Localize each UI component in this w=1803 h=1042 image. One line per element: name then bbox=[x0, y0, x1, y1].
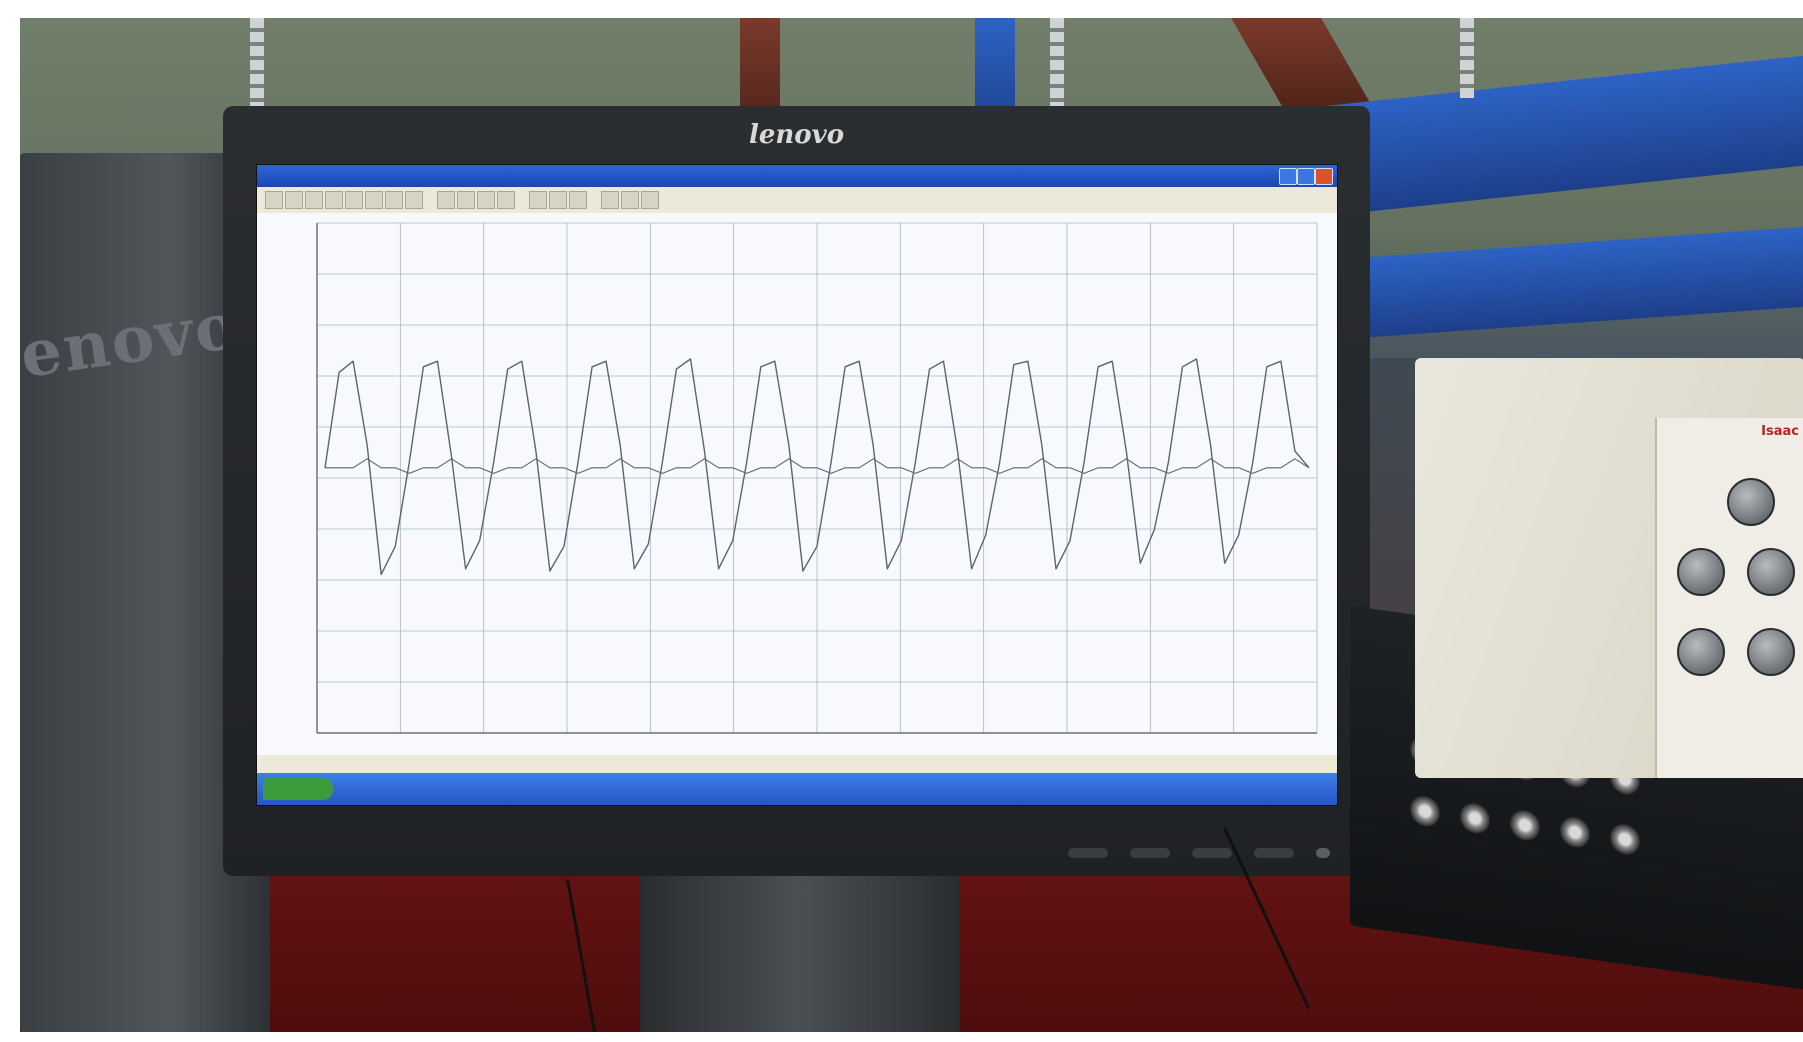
chain bbox=[1050, 18, 1064, 108]
toolbar-button[interactable] bbox=[497, 191, 515, 209]
toolbar-button[interactable] bbox=[265, 191, 283, 209]
monitor-menu-button[interactable] bbox=[1068, 848, 1108, 858]
toolbar-button[interactable] bbox=[405, 191, 423, 209]
toolbar bbox=[257, 187, 1337, 214]
amplifier-brand: Isaac bbox=[1761, 424, 1799, 439]
series-line-2 bbox=[325, 458, 1310, 474]
chain bbox=[250, 18, 264, 118]
amplifier-knob[interactable] bbox=[1747, 548, 1795, 596]
start-button[interactable] bbox=[263, 778, 333, 800]
toolbar-button[interactable] bbox=[621, 191, 639, 209]
monitor-brand-logo: lenovo bbox=[748, 120, 845, 150]
toolbar-button[interactable] bbox=[385, 191, 403, 209]
amplifier-front-panel: Isaac bbox=[1655, 418, 1803, 778]
waveform-plot[interactable] bbox=[257, 213, 1337, 773]
minimize-button[interactable] bbox=[1279, 168, 1297, 185]
charge-amplifier: Isaac bbox=[1415, 358, 1803, 778]
cabinet-logo: enovo bbox=[20, 288, 244, 393]
close-button[interactable] bbox=[1315, 168, 1333, 185]
toolbar-button[interactable] bbox=[345, 191, 363, 209]
status-bar bbox=[257, 755, 1337, 773]
monitor-screen bbox=[256, 164, 1338, 806]
waveform-chart bbox=[316, 222, 1318, 734]
taskbar bbox=[257, 773, 1337, 805]
toolbar-button[interactable] bbox=[325, 191, 343, 209]
amplifier-knob[interactable] bbox=[1677, 548, 1725, 596]
window-titlebar bbox=[257, 165, 1337, 187]
toolbar-button[interactable] bbox=[529, 191, 547, 209]
monitor-buttons bbox=[1068, 848, 1330, 858]
toolbar-button[interactable] bbox=[549, 191, 567, 209]
toolbar-button[interactable] bbox=[601, 191, 619, 209]
series-line-1 bbox=[324, 358, 1310, 576]
bnc-connector bbox=[1410, 794, 1440, 829]
monitor-up-button[interactable] bbox=[1192, 848, 1232, 858]
monitor: lenovo bbox=[223, 106, 1370, 876]
toolbar-button[interactable] bbox=[641, 191, 659, 209]
amplifier-knob[interactable] bbox=[1727, 478, 1775, 526]
power-button[interactable] bbox=[1316, 848, 1330, 858]
bnc-connector bbox=[1560, 815, 1590, 850]
maximize-button[interactable] bbox=[1297, 168, 1315, 185]
toolbar-button[interactable] bbox=[569, 191, 587, 209]
toolbar-button[interactable] bbox=[437, 191, 455, 209]
toolbar-button[interactable] bbox=[365, 191, 383, 209]
monitor-auto-button[interactable] bbox=[1254, 848, 1294, 858]
chain bbox=[1460, 18, 1474, 98]
amplifier-knob[interactable] bbox=[1677, 628, 1725, 676]
toolbar-button[interactable] bbox=[305, 191, 323, 209]
photo-scene: enovo lenovo bbox=[20, 18, 1803, 1032]
bnc-connector bbox=[1610, 822, 1640, 857]
toolbar-button[interactable] bbox=[285, 191, 303, 209]
toolbar-button[interactable] bbox=[457, 191, 475, 209]
monitor-down-button[interactable] bbox=[1130, 848, 1170, 858]
bnc-connector bbox=[1460, 801, 1490, 836]
bnc-connector bbox=[1510, 808, 1540, 843]
toolbar-button[interactable] bbox=[477, 191, 495, 209]
amplifier-knob[interactable] bbox=[1747, 628, 1795, 676]
